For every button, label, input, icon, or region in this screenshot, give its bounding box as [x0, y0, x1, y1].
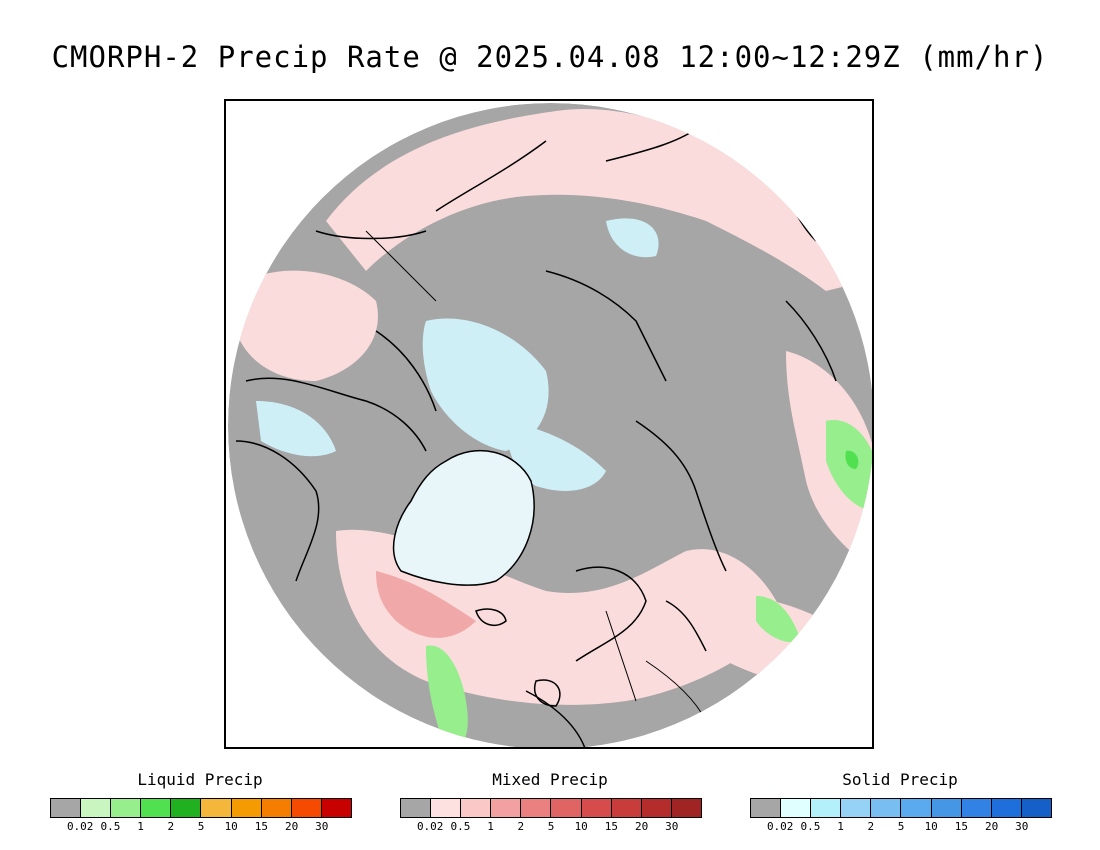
precip-map	[228, 103, 872, 747]
color-swatch	[581, 799, 612, 817]
solid-precip-area	[422, 318, 549, 451]
color-swatch	[111, 799, 142, 817]
tick-label: 1	[137, 820, 144, 833]
color-swatch	[231, 799, 262, 817]
tick-label: 5	[897, 820, 905, 833]
tick-label: 2	[167, 820, 175, 833]
tick-label: 0.02	[416, 820, 444, 833]
tick-label: 15	[954, 820, 969, 833]
tick-label: 20	[284, 820, 299, 833]
color-swatch	[401, 799, 432, 817]
tick-label: 2	[517, 820, 525, 833]
color-swatch	[51, 799, 82, 817]
tick-label: 30	[665, 820, 679, 833]
tick-label: 10	[574, 820, 588, 833]
color-swatch	[611, 799, 642, 817]
tick-label: 5	[197, 820, 205, 833]
color-swatch	[461, 799, 492, 817]
liquid-precip-area	[756, 596, 801, 643]
color-swatch	[261, 799, 292, 817]
legend-title: Solid Precip	[842, 770, 958, 789]
map-frame	[224, 99, 874, 749]
tick-labels: 0.02 0.5 1 2 5 10 15 20 30	[750, 818, 1052, 833]
mixed-precip-area	[376, 571, 476, 638]
color-swatch	[291, 799, 322, 817]
color-swatch	[1021, 799, 1051, 817]
color-swatch	[781, 799, 812, 817]
tick-label: 0.5	[450, 820, 471, 833]
coastlines	[235, 120, 837, 747]
color-bar	[50, 798, 352, 818]
color-swatch	[901, 799, 932, 817]
solid-precip-area	[256, 401, 336, 457]
tick-labels: 0.02 0.5 1 2 5 10 15 20 30	[400, 818, 702, 833]
tick-label: 20	[984, 820, 999, 833]
color-swatch	[141, 799, 172, 817]
tick-label: 30	[315, 820, 329, 833]
color-swatch	[961, 799, 992, 817]
legend-liquid: Liquid Precip 0.02 0.5 1 2 5 10 15 20 30	[50, 770, 352, 833]
color-swatch	[201, 799, 232, 817]
color-swatch	[811, 799, 842, 817]
legend-title: Mixed Precip	[492, 770, 608, 789]
color-bar	[400, 798, 702, 818]
color-swatch	[641, 799, 672, 817]
tick-label: 1	[837, 820, 844, 833]
color-swatch	[321, 799, 351, 817]
tick-label: 15	[604, 820, 619, 833]
color-swatch	[171, 799, 202, 817]
color-swatch	[841, 799, 872, 817]
tick-label: 30	[1015, 820, 1029, 833]
color-swatch	[871, 799, 902, 817]
tick-label: 0.5	[100, 820, 121, 833]
legend-title: Liquid Precip	[137, 770, 263, 789]
color-swatch	[671, 799, 701, 817]
color-swatch	[931, 799, 962, 817]
color-swatch	[431, 799, 462, 817]
liquid-precip-area	[845, 450, 859, 469]
tick-label: 10	[924, 820, 938, 833]
greenland-landmass	[393, 450, 535, 586]
color-swatch	[491, 799, 522, 817]
tick-label: 15	[254, 820, 269, 833]
legend-mixed: Mixed Precip 0.02 0.5 1 2 5 10 15 20 30	[400, 770, 702, 833]
legend-solid: Solid Precip 0.02 0.5 1 2 5 10 15 20 30	[750, 770, 1052, 833]
color-bar	[750, 798, 1052, 818]
tick-label: 5	[547, 820, 555, 833]
map-title: CMORPH-2 Precip Rate @ 2025.04.08 12:00~…	[51, 40, 1049, 74]
mixed-precip-area	[236, 270, 378, 381]
color-swatch	[751, 799, 782, 817]
tick-label: 20	[634, 820, 649, 833]
color-swatch	[551, 799, 582, 817]
tick-label: 0.5	[800, 820, 821, 833]
solid-precip-area	[506, 421, 606, 491]
tick-label: 0.02	[66, 820, 94, 833]
color-swatch	[81, 799, 112, 817]
tick-label: 2	[867, 820, 875, 833]
tick-labels: 0.02 0.5 1 2 5 10 15 20 30	[50, 818, 352, 833]
tick-label: 10	[224, 820, 238, 833]
tick-label: 0.02	[766, 820, 794, 833]
color-swatch	[521, 799, 552, 817]
tick-label: 1	[487, 820, 494, 833]
solid-precip-area	[606, 218, 659, 258]
color-swatch	[991, 799, 1022, 817]
liquid-precip-area	[426, 645, 468, 747]
